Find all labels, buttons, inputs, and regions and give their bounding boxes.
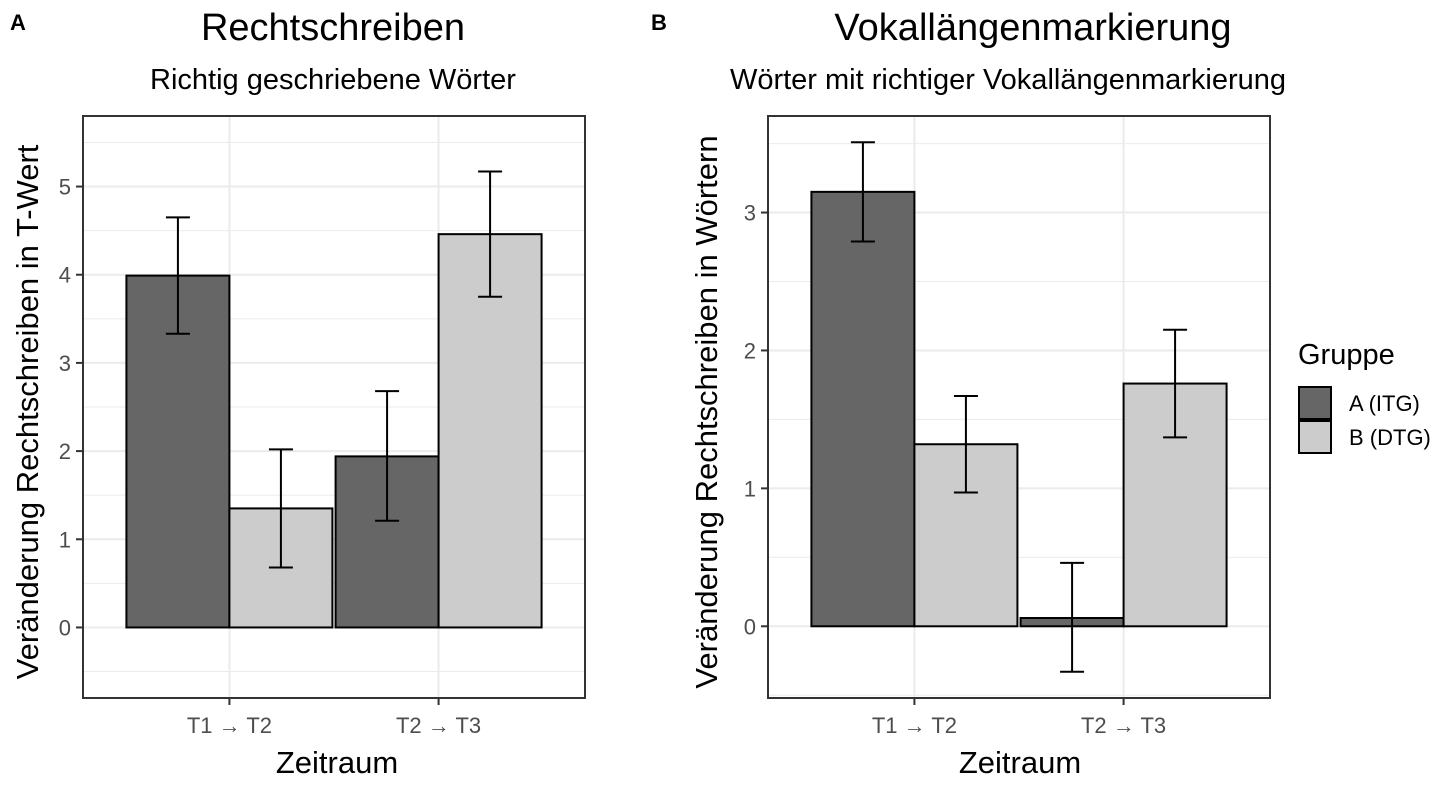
panel-a-y-tick-label: 1 [59, 527, 71, 552]
panel-a-subtitle: Richtig geschriebene Wörter [150, 64, 516, 96]
legend-label-b: B (DTG) [1349, 425, 1431, 450]
panel-a-y-tick-label: 0 [59, 615, 71, 640]
panel-a-y-tick-label: 4 [59, 263, 71, 288]
panel-b-tag: B [651, 10, 667, 35]
panel-a-y-tick-label: 3 [59, 351, 71, 376]
panel-a-ylabel: Veränderung Rechtschreiben in T-Wert [10, 144, 45, 679]
panel-b-x-tick-label: T2 → T3 [1081, 713, 1166, 738]
panel-a-x-tick-label: T2 → T3 [396, 713, 481, 738]
panel-b-y-tick-label: 0 [744, 614, 756, 639]
panel-a-xlabel: Zeitraum [276, 745, 398, 780]
panel-a-bar [437, 233, 543, 629]
panel-b-title: Vokallängenmarkierung [834, 7, 1231, 49]
panel-b-panel-border [767, 115, 1271, 699]
legend-swatch-a [1298, 386, 1332, 420]
panel-b-y-tick-label: 1 [744, 476, 756, 501]
legend: Gruppe A (ITG) B (DTG) [1298, 339, 1431, 454]
panel-a-y-tick-label: 5 [59, 175, 71, 200]
legend-label-a: A (ITG) [1349, 391, 1420, 416]
panel-a-plot: 0 1 2 3 4 5 T1 → T2 T2 → T3 [59, 115, 586, 738]
panel-a-x-tick-label: T1 → T2 [187, 713, 272, 738]
legend-title: Gruppe [1298, 339, 1395, 371]
panel-a-panel-border [82, 115, 586, 699]
panel-b-xlabel: Zeitraum [959, 745, 1081, 780]
panel-b-y-tick-label: 2 [744, 338, 756, 363]
panel-a-y-tick-label: 2 [59, 439, 71, 464]
legend-swatch-b [1298, 420, 1332, 454]
panel-b-subtitle: Wörter mit richtiger Vokallängenmarkieru… [730, 64, 1286, 96]
panel-b-plot: 0 1 2 3 T1 → T2 T2 → T3 [744, 115, 1271, 738]
panel-b-y-tick-label: 3 [744, 201, 756, 226]
panel-a-tag: A [10, 10, 26, 35]
panel-b-bar [810, 190, 916, 628]
panel-b-x-tick-label: T1 → T2 [872, 713, 957, 738]
panel-b-ylabel: Veränderung Rechtschreiben in Wörtern [689, 135, 724, 688]
panel-a-title: Rechtschreiben [201, 7, 465, 49]
